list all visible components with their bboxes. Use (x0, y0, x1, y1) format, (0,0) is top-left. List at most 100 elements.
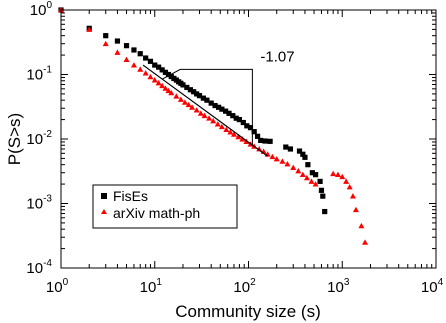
data-point (227, 129, 234, 135)
data-point (151, 77, 158, 83)
data-point (173, 93, 180, 99)
data-point (218, 123, 225, 130)
data-point (256, 145, 263, 152)
data-point (283, 144, 289, 150)
data-point (308, 178, 315, 184)
data-point (346, 184, 353, 190)
data-point (352, 206, 359, 213)
data-point (159, 67, 165, 73)
data-point (251, 129, 257, 135)
data-point (269, 153, 276, 160)
data-point (300, 151, 306, 157)
data-point (200, 95, 206, 101)
data-point (236, 116, 243, 123)
data-point (226, 110, 232, 116)
y-tick-label: 10-4 (26, 258, 52, 277)
data-point (142, 70, 149, 76)
data-point (191, 89, 197, 95)
y-tick-label: 100 (30, 0, 53, 19)
data-point (162, 69, 169, 75)
x-tick-label: 104 (421, 277, 444, 296)
data-point (102, 40, 109, 47)
y-axis-title: P(S>s) (5, 113, 24, 165)
slope-bracket (161, 68, 253, 146)
data-point (312, 181, 319, 187)
data-point (303, 174, 310, 181)
data-point (358, 222, 365, 229)
data-point (123, 43, 130, 49)
data-point (196, 93, 203, 99)
data-point (159, 82, 166, 89)
data-point (240, 119, 246, 126)
data-point (208, 100, 214, 106)
data-point (223, 108, 229, 114)
data-point (273, 155, 280, 162)
legend-marker-fises (101, 193, 107, 199)
data-point (185, 101, 192, 108)
data-point (212, 102, 218, 109)
tick-marks (60, 10, 436, 269)
data-point (168, 73, 174, 80)
data-point (168, 89, 175, 96)
data-point (330, 170, 337, 177)
data-point (187, 87, 193, 93)
data-point (279, 158, 286, 164)
data-point (230, 131, 237, 137)
data-point (362, 239, 369, 245)
data-point (230, 113, 236, 119)
data-point (214, 121, 221, 127)
data-point (219, 106, 225, 112)
data-point (193, 107, 200, 113)
data-point (295, 167, 302, 174)
data-point (103, 33, 109, 39)
data-point (239, 136, 246, 142)
data-point (317, 178, 323, 185)
data-point (165, 87, 172, 94)
data-point (114, 38, 121, 44)
data-point (114, 49, 121, 55)
plot-frame (60, 9, 437, 269)
x-tick-label: 103 (327, 277, 350, 296)
data-point (258, 137, 264, 144)
data-point (349, 193, 356, 199)
legend-marker-arxiv (101, 209, 107, 214)
data-point (210, 118, 217, 124)
data-point (334, 171, 341, 178)
data-point (86, 26, 93, 32)
data-point (131, 47, 137, 53)
data-point (194, 91, 200, 97)
data-point (147, 73, 154, 80)
data-point (137, 51, 143, 57)
data-point (165, 71, 172, 78)
data-point (299, 171, 306, 178)
data-point (302, 154, 308, 160)
x-tick-label: 100 (46, 277, 69, 296)
data-point (233, 115, 239, 121)
data-point (309, 170, 315, 176)
data-point (216, 104, 222, 110)
x-tick-label: 102 (233, 277, 256, 296)
data-point (181, 99, 188, 105)
data-point (152, 62, 158, 68)
legend: FisEs arXiv math-ph (92, 184, 238, 229)
data-point (254, 133, 261, 139)
data-point (156, 64, 162, 70)
data-point (189, 104, 196, 110)
data-point (305, 162, 311, 168)
data-point (206, 115, 213, 121)
tick-labels: 100 101 102 103 104 100 10-1 10-2 10-3 10-4 (26, 0, 443, 296)
data-point (343, 178, 350, 184)
y-tick-label: 10-2 (26, 129, 52, 148)
data-point (296, 148, 303, 154)
data-point (244, 123, 250, 129)
slope-label: -1.07 (260, 48, 294, 65)
data-point (137, 66, 144, 72)
x-axis-title: Community size (s) (175, 302, 320, 321)
data-point (197, 110, 204, 116)
data-point (180, 82, 186, 88)
data-point (318, 187, 325, 193)
data-point (162, 85, 169, 91)
legend-label-arxiv: arXiv math-ph (113, 205, 200, 221)
data-point (201, 112, 208, 119)
data-point (147, 58, 154, 64)
